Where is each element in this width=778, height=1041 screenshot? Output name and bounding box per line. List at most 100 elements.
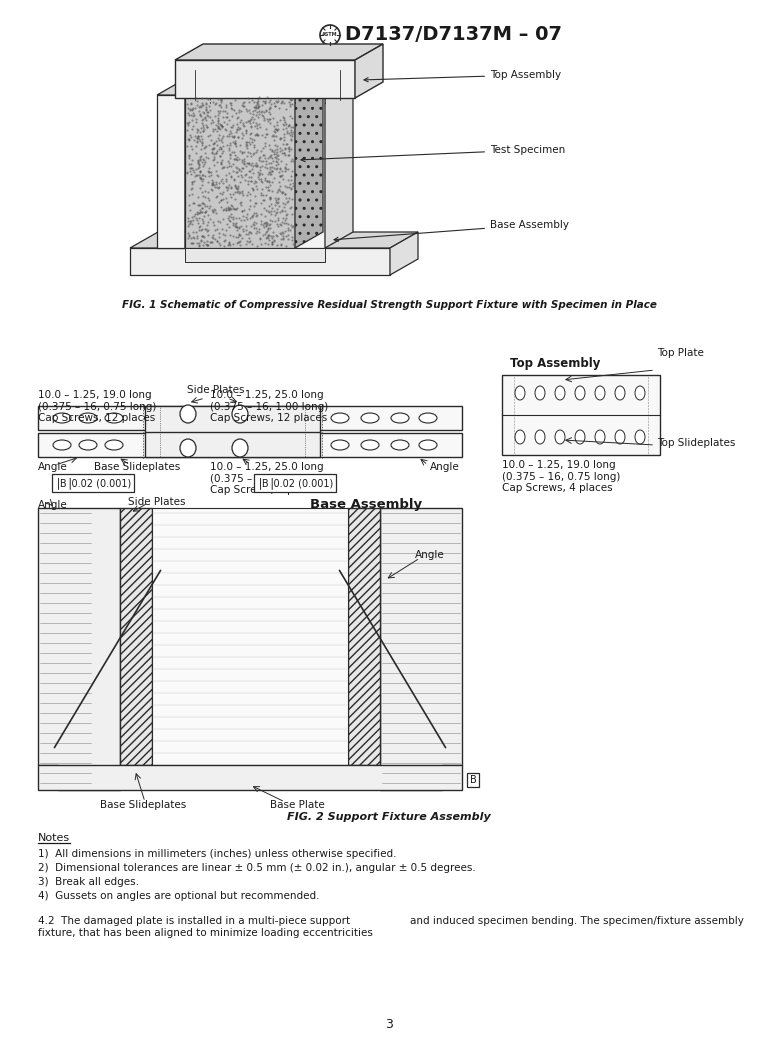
Polygon shape: [380, 508, 462, 790]
Point: [279, 145, 291, 161]
Point: [205, 176, 218, 193]
Polygon shape: [157, 95, 185, 248]
Point: [241, 233, 254, 250]
Point: [253, 221, 265, 237]
Point: [231, 222, 244, 238]
Point: [225, 119, 237, 135]
Point: [219, 115, 231, 131]
Point: [226, 107, 238, 124]
Point: [198, 234, 211, 251]
Point: [187, 100, 199, 117]
Text: 10.0 – 1.25, 25.0 long
(0.375 – 16, 1.00 long)
Cap Screws, 12 places: 10.0 – 1.25, 25.0 long (0.375 – 16, 1.00…: [210, 390, 328, 424]
Point: [270, 93, 282, 109]
Point: [247, 164, 259, 181]
Point: [197, 110, 209, 127]
Point: [240, 157, 252, 174]
Point: [261, 173, 274, 189]
Point: [209, 201, 222, 218]
Point: [186, 102, 198, 119]
Point: [223, 200, 235, 217]
Point: [191, 133, 203, 150]
Point: [226, 144, 238, 160]
Point: [215, 117, 227, 133]
Point: [198, 188, 211, 205]
Point: [246, 130, 258, 147]
Point: [268, 207, 281, 224]
Point: [245, 133, 258, 150]
Point: [215, 142, 227, 158]
Point: [184, 102, 196, 119]
Point: [244, 111, 257, 128]
Point: [278, 125, 290, 142]
Point: [191, 122, 204, 138]
Point: [188, 207, 201, 224]
Point: [233, 184, 245, 201]
Point: [265, 111, 277, 128]
Text: ⎥B⎥0.02 (0.001): ⎥B⎥0.02 (0.001): [55, 477, 131, 489]
Point: [209, 188, 222, 205]
Point: [253, 150, 265, 167]
Point: [283, 127, 296, 144]
Point: [186, 121, 198, 137]
Point: [242, 154, 254, 171]
Point: [207, 227, 219, 244]
Point: [244, 135, 256, 152]
Point: [286, 181, 298, 198]
Point: [185, 96, 198, 112]
Point: [206, 144, 219, 160]
Text: ⎥B⎥0.02 (0.001): ⎥B⎥0.02 (0.001): [257, 477, 333, 489]
Point: [251, 237, 263, 254]
Point: [237, 202, 249, 219]
Point: [254, 119, 266, 135]
Text: Top Slideplates: Top Slideplates: [657, 438, 735, 448]
Point: [234, 184, 247, 201]
Point: [244, 209, 257, 226]
Point: [235, 152, 247, 169]
Point: [208, 146, 220, 162]
Point: [243, 223, 255, 239]
Point: [254, 212, 267, 229]
Point: [277, 95, 289, 111]
Point: [286, 127, 299, 144]
Point: [199, 204, 212, 221]
Point: [248, 136, 261, 153]
Point: [234, 194, 247, 210]
Point: [223, 153, 235, 170]
Point: [186, 180, 198, 197]
Point: [218, 232, 230, 249]
Point: [209, 162, 222, 179]
Point: [275, 203, 288, 220]
Point: [264, 141, 276, 157]
Point: [215, 131, 227, 148]
Point: [214, 236, 226, 253]
Point: [266, 228, 279, 245]
Point: [259, 137, 272, 154]
Point: [196, 90, 209, 106]
Point: [275, 226, 287, 243]
Point: [184, 156, 197, 173]
Point: [202, 162, 215, 179]
Point: [185, 101, 198, 118]
Point: [214, 213, 226, 230]
Point: [220, 182, 233, 199]
Point: [184, 166, 197, 182]
Point: [221, 105, 233, 122]
Point: [181, 230, 194, 247]
Point: [275, 217, 287, 233]
Point: [252, 163, 265, 180]
Text: Angle: Angle: [38, 462, 68, 472]
Point: [260, 217, 272, 233]
Point: [216, 201, 229, 218]
Point: [277, 195, 289, 211]
Point: [275, 231, 288, 248]
Point: [237, 223, 249, 239]
Point: [271, 153, 283, 170]
Point: [272, 194, 285, 210]
Point: [215, 192, 227, 208]
Point: [286, 205, 298, 222]
Point: [265, 147, 278, 163]
Point: [284, 96, 296, 112]
Point: [234, 120, 247, 136]
Ellipse shape: [361, 440, 379, 450]
Point: [221, 136, 233, 153]
